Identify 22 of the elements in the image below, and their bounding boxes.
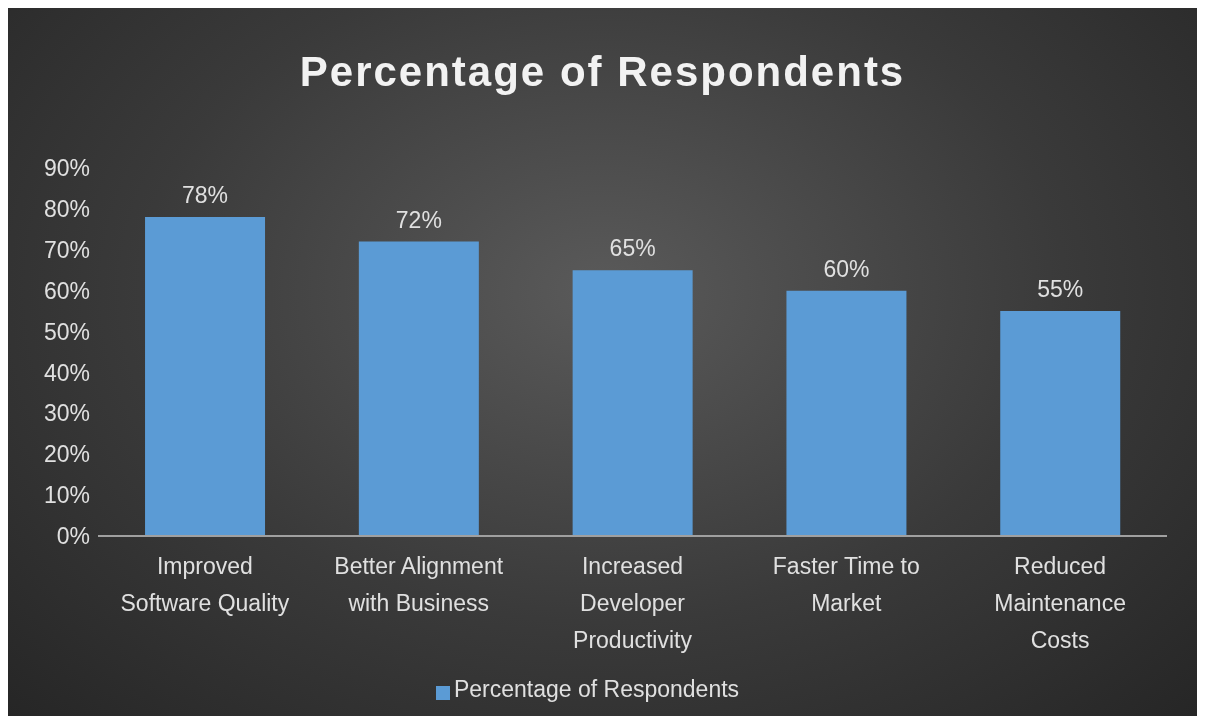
y-tick-label: 0% xyxy=(56,523,90,550)
y-tick-label: 10% xyxy=(43,482,90,509)
x-tick-label: Increased Developer Productivity xyxy=(573,553,693,653)
x-tick-label: Faster Time to Market xyxy=(772,553,920,616)
x-tick-label: Better Alignment with Business xyxy=(334,553,504,616)
y-tick-label: 80% xyxy=(43,196,90,223)
y-tick-label: 60% xyxy=(43,277,90,304)
data-label: 60% xyxy=(823,255,870,282)
y-tick-label: 40% xyxy=(43,359,90,386)
y-tick-label: 90% xyxy=(43,155,90,182)
legend-label: Percentage of Respondents xyxy=(453,676,740,702)
data-label: 65% xyxy=(609,235,656,262)
x-tick-label: Improved Software Quality xyxy=(120,553,290,616)
data-label: 55% xyxy=(1037,276,1084,303)
y-tick-label: 70% xyxy=(43,236,90,263)
x-tick-label: Reduced Maintenance Costs xyxy=(994,553,1126,653)
y-tick-label: 30% xyxy=(43,400,90,427)
chart-title: Percentage of Respondents xyxy=(299,48,906,95)
data-label: 78% xyxy=(182,182,229,209)
y-tick-label: 20% xyxy=(43,441,90,468)
data-label: 72% xyxy=(395,206,442,233)
y-tick-label: 50% xyxy=(43,318,90,345)
